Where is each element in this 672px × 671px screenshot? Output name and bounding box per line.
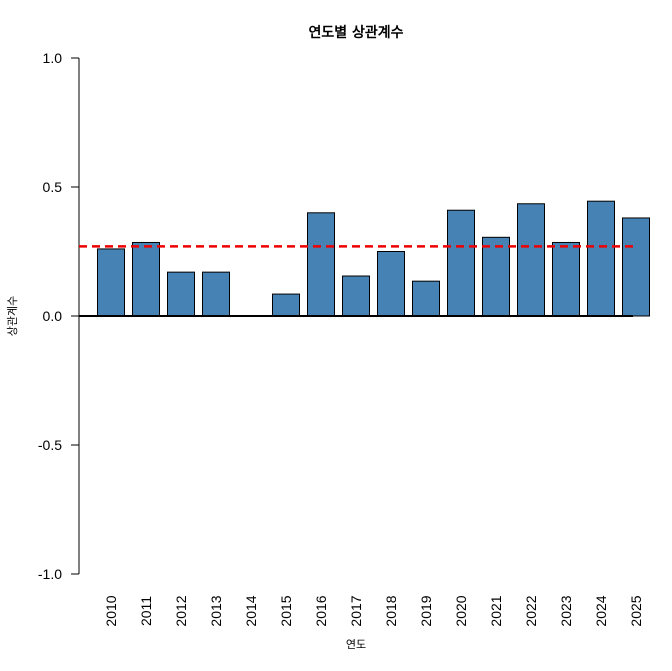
x-tick-label: 2014 bbox=[243, 595, 259, 626]
bar-2025 bbox=[622, 217, 650, 317]
bar-2022 bbox=[517, 203, 545, 317]
y-axis-label: 상관계수 bbox=[6, 296, 19, 336]
bars bbox=[97, 200, 650, 317]
bar-2012 bbox=[167, 271, 195, 317]
x-axis-label: 연도 bbox=[346, 638, 366, 651]
x-tick-label: 2021 bbox=[488, 595, 504, 626]
bar-2023 bbox=[552, 241, 580, 317]
y-tick-label: 0.0 bbox=[43, 308, 63, 324]
bar-2011 bbox=[132, 241, 160, 317]
y-ticks: -1.0 -0.5 0.0 0.5 1.0 bbox=[38, 50, 79, 582]
x-tick-label: 2016 bbox=[313, 595, 329, 626]
x-tick-label: 2012 bbox=[173, 595, 189, 626]
x-tick-label: 2015 bbox=[278, 595, 294, 626]
bar-2021 bbox=[482, 236, 510, 317]
bar-2010 bbox=[97, 248, 125, 317]
x-tick-label: 2022 bbox=[523, 595, 539, 626]
bar-2017 bbox=[342, 275, 370, 317]
x-tick-labels: 2010 2011 2012 2013 2014 2015 2016 2017 2018 2019… bbox=[103, 595, 644, 626]
y-tick-label: 0.5 bbox=[43, 179, 63, 195]
bar-2015 bbox=[272, 293, 300, 317]
chart-title: 연도별 상관계수 bbox=[308, 24, 403, 41]
x-tick-label: 2024 bbox=[593, 595, 609, 626]
bar-2019 bbox=[412, 280, 440, 317]
x-tick-label: 2019 bbox=[418, 595, 434, 626]
x-tick-label: 2011 bbox=[138, 596, 154, 626]
bar-2016 bbox=[307, 212, 335, 317]
x-tick-label: 2013 bbox=[208, 595, 224, 626]
x-tick-label: 2018 bbox=[383, 595, 399, 626]
x-tick-label: 2010 bbox=[103, 595, 119, 626]
x-tick-label: 2017 bbox=[348, 595, 364, 626]
bar-2024 bbox=[587, 200, 615, 317]
y-tick-label: 1.0 bbox=[43, 50, 63, 66]
y-tick-label: -1.0 bbox=[38, 566, 62, 582]
bar-2020 bbox=[447, 209, 475, 317]
x-tick-label: 2023 bbox=[558, 595, 574, 626]
bar-2018 bbox=[377, 251, 405, 317]
x-tick-label: 2025 bbox=[628, 595, 644, 626]
bar-2013 bbox=[202, 271, 230, 317]
y-tick-label: -0.5 bbox=[38, 437, 62, 453]
x-tick-label: 2020 bbox=[453, 595, 469, 626]
